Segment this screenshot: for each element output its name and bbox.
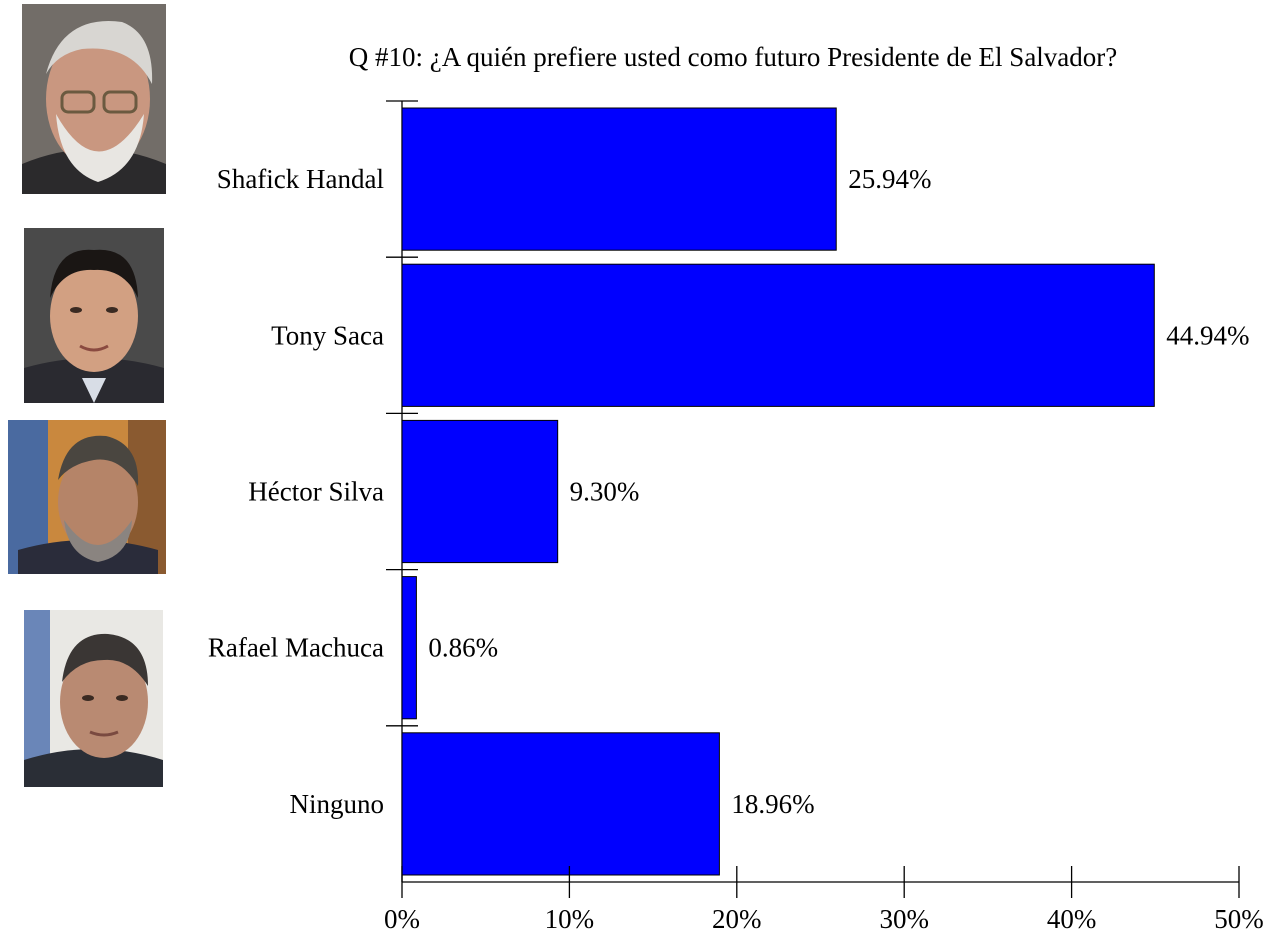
value-label: 18.96% — [731, 789, 814, 819]
x-tick-label: 10% — [545, 904, 595, 934]
x-tick-label: 50% — [1214, 904, 1264, 934]
bar-3 — [401, 419, 559, 564]
photo-tony-saca — [24, 228, 164, 403]
chart-title: Q #10: ¿A quién prefiere usted como futu… — [349, 42, 1118, 72]
portrait-photo-icon — [22, 4, 166, 194]
bar-2 — [401, 263, 1155, 407]
x-axis-ticks: 0% 10% 20% 30% 40% 50% — [384, 866, 1264, 934]
photo-shafick-handal — [22, 4, 166, 194]
value-label: 9.30% — [570, 477, 640, 507]
value-labels: 25.94% 44.94% 9.30% 0.86% 18.96% — [428, 164, 1249, 819]
photo-hector-silva — [8, 420, 166, 574]
bar-series — [401, 107, 1155, 876]
x-tick-label: 20% — [712, 904, 762, 934]
category-label: Tony Saca — [271, 320, 384, 350]
value-label: 0.86% — [428, 633, 498, 663]
category-label: Shafick Handal — [217, 164, 384, 194]
bar-5 — [401, 732, 720, 876]
x-tick-label: 30% — [879, 904, 929, 934]
category-labels: Shafick Handal Tony Saca Héctor Silva Rafae… — [208, 164, 384, 819]
x-tick-label: 0% — [384, 904, 420, 934]
x-tick-label: 40% — [1047, 904, 1097, 934]
category-label: Ninguno — [290, 789, 385, 819]
category-label: Héctor Silva — [248, 477, 384, 507]
value-label: 25.94% — [848, 164, 931, 194]
category-label: Rafael Machuca — [208, 633, 384, 663]
photo-rafael-machuca — [24, 610, 163, 787]
portrait-photo-icon — [8, 420, 166, 574]
bar-1 — [401, 107, 837, 251]
portrait-photo-icon — [24, 610, 163, 787]
portrait-photo-icon — [24, 228, 164, 403]
bar-4 — [401, 576, 417, 720]
value-label: 44.94% — [1166, 320, 1249, 350]
